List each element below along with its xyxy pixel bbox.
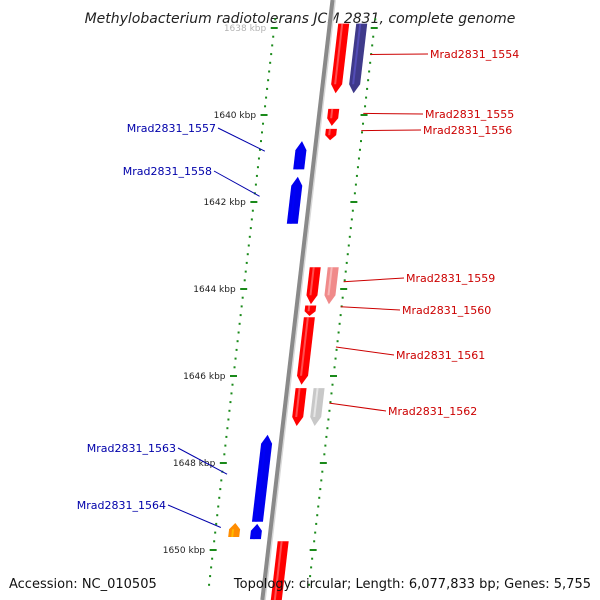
gene-Mrad2831_1559 bbox=[306, 267, 321, 305]
gene-highlight bbox=[313, 388, 319, 418]
gene-highlight bbox=[330, 108, 334, 119]
gene-Mrad2831_1559_partner bbox=[324, 267, 339, 305]
gene-label: Mrad2831_1554 bbox=[430, 48, 519, 61]
scale-label: 1650 kbp bbox=[163, 546, 206, 556]
gene-Mrad2831_1558 bbox=[286, 176, 303, 224]
gene-label: Mrad2831_1558 bbox=[123, 165, 212, 178]
scale-ticks: 1638 kbp 1640 kbp 1642 kbp 1644 kbp 1646 kbp… bbox=[163, 18, 378, 586]
label-leader bbox=[213, 170, 260, 197]
gene-Mrad2831_1564_partner bbox=[228, 523, 241, 537]
gene-highlight bbox=[273, 541, 283, 600]
scale-label: 1638 kbp bbox=[224, 24, 267, 34]
label-leader bbox=[167, 504, 222, 528]
gene-Mrad2831_1564 bbox=[249, 523, 262, 540]
scale-label: 1640 kbp bbox=[214, 111, 257, 121]
gene-label: Mrad2831_1559 bbox=[406, 272, 495, 285]
gene-highlight bbox=[254, 443, 267, 522]
gene-label: Mrad2831_1560 bbox=[402, 304, 491, 317]
gene-Mrad2831_1563 bbox=[251, 434, 273, 522]
gene-label: Mrad2831_1564 bbox=[77, 499, 166, 512]
label-leader bbox=[361, 129, 422, 132]
gene-highlight bbox=[334, 23, 344, 85]
gene-Mrad2831_1556 bbox=[325, 128, 337, 141]
scale-label: 1646 kbp bbox=[183, 372, 226, 382]
topology-text: Topology: circular; Length: 6,077,833 bp… bbox=[233, 577, 591, 592]
gene-label: Mrad2831_1562 bbox=[388, 405, 477, 418]
gene-Mrad2831_1554_partner bbox=[349, 23, 368, 94]
gene-Mrad2831_1565 bbox=[270, 541, 289, 600]
scale-label: 1642 kbp bbox=[203, 198, 246, 208]
gene-highlight bbox=[309, 267, 315, 296]
backbone-line bbox=[260, 0, 335, 600]
gene-arrow bbox=[228, 523, 241, 537]
gene-Mrad2831_1561 bbox=[297, 317, 315, 385]
label-leader bbox=[343, 277, 405, 283]
gene-highlight bbox=[328, 128, 331, 136]
gene-label: Mrad2831_1561 bbox=[396, 349, 485, 362]
gene-highlight bbox=[352, 23, 362, 85]
scale-label: 1644 kbp bbox=[193, 285, 236, 295]
gene-highlight bbox=[295, 388, 301, 418]
label-leader bbox=[340, 306, 401, 311]
gene-Mrad2831_1557 bbox=[293, 141, 307, 170]
gene-highlight bbox=[231, 529, 235, 537]
label-leader bbox=[363, 112, 424, 115]
gene-Mrad2831_1560 bbox=[304, 305, 317, 316]
gene-Mrad2831_1562_partner bbox=[310, 388, 325, 427]
gene-highlight bbox=[296, 150, 301, 170]
gene-highlight bbox=[307, 305, 311, 312]
gene-label: Mrad2831_1556 bbox=[423, 124, 512, 137]
gene-track bbox=[228, 23, 368, 600]
label-leader bbox=[335, 346, 395, 356]
gene-highlight bbox=[289, 185, 297, 224]
label-leader bbox=[177, 447, 228, 475]
accession-text: Accession: NC_010505 bbox=[9, 577, 157, 592]
gene-Mrad2831_1555 bbox=[327, 108, 340, 126]
gene-highlight bbox=[252, 530, 256, 540]
scale-label: 1648 kbp bbox=[173, 459, 216, 469]
gene-arrow bbox=[327, 108, 340, 126]
gene-Mrad2831_1562 bbox=[292, 388, 307, 427]
gene-arrow bbox=[304, 305, 317, 316]
gene-highlight bbox=[327, 267, 333, 296]
genome-backbone bbox=[260, 0, 336, 600]
gene-arrow bbox=[249, 523, 262, 540]
gene-arrow bbox=[325, 128, 337, 141]
gene-label: Mrad2831_1563 bbox=[87, 442, 176, 455]
gene-Mrad2831_1554 bbox=[331, 23, 350, 94]
map-title: Methylobacterium radiotolerans JCM 2831,… bbox=[85, 11, 516, 27]
label-leader bbox=[329, 402, 387, 412]
gene-arrow bbox=[270, 541, 289, 600]
gene-label: Mrad2831_1555 bbox=[425, 108, 514, 121]
gene-labels: Mrad2831_1554 Mrad2831_1555 Mrad2831_1556 M… bbox=[77, 48, 519, 528]
gene-highlight bbox=[300, 317, 309, 376]
label-leader bbox=[217, 127, 266, 152]
gene-label: Mrad2831_1557 bbox=[127, 122, 216, 135]
